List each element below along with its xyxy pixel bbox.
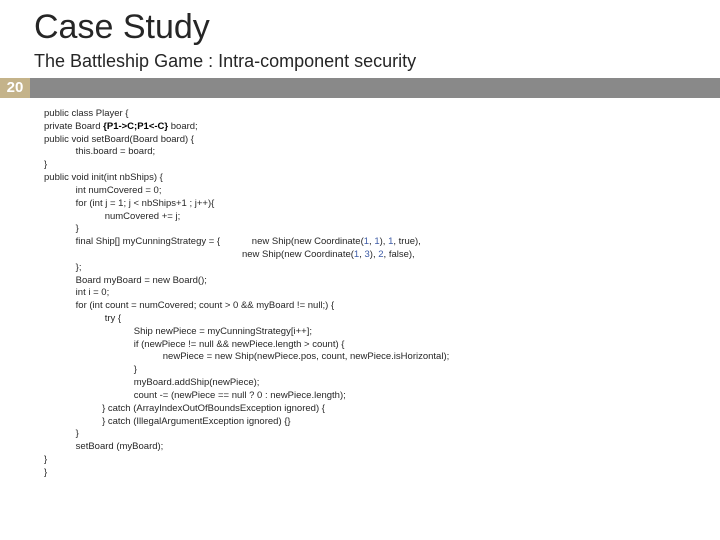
code-line: };	[44, 262, 82, 273]
code-line: }	[44, 428, 79, 439]
code-line: for (int count = numCovered; count > 0 &…	[44, 300, 334, 311]
code-line: for (int j = 1; j < nbShips+1 ; j++){	[44, 198, 214, 209]
code-line: myBoard.addShip(newPiece);	[44, 377, 259, 388]
code-line: newPiece = new Ship(newPiece.pos, count,…	[44, 351, 449, 362]
code-block: public class Player { private Board {P1-…	[0, 98, 720, 480]
code-line: , true),	[393, 236, 420, 247]
code-line: }	[44, 223, 79, 234]
code-line: try {	[44, 313, 121, 324]
code-line: int numCovered = 0;	[44, 185, 161, 196]
code-line: if (newPiece != null && newPiece.length …	[44, 339, 344, 350]
slide-title: Case Study	[0, 0, 720, 47]
code-highlight: {P1->C;P1<-C}	[103, 121, 168, 132]
code-line: public void setBoard(Board board) {	[44, 134, 194, 145]
code-line: }	[44, 467, 47, 478]
code-line: } catch (ArrayIndexOutOfBoundsException …	[44, 403, 325, 414]
code-line: final Ship[] myCunningStrategy = {	[44, 236, 220, 247]
code-line: count -= (newPiece == null ? 0 : newPiec…	[44, 390, 346, 401]
badge-bar: 20	[0, 78, 720, 98]
slide-number-badge: 20	[0, 78, 30, 98]
code-line: public void init(int nbShips) {	[44, 172, 163, 183]
code-line: }	[44, 364, 137, 375]
code-line: ),	[370, 249, 378, 260]
code-line: public class Player {	[44, 108, 128, 119]
code-line: numCovered += j;	[44, 211, 180, 222]
code-line: int i = 0;	[44, 287, 109, 298]
code-line: new Ship(new Coordinate(	[252, 236, 364, 247]
code-line: this.board = board;	[44, 146, 155, 157]
code-line: new Ship(new Coordinate(	[242, 249, 354, 260]
code-line: }	[44, 159, 47, 170]
code-line: board;	[168, 121, 198, 132]
code-line: Board myBoard = new Board();	[44, 275, 207, 286]
code-line: setBoard (myBoard);	[44, 441, 163, 452]
code-line: private Board	[44, 121, 103, 132]
slide-subtitle: The Battleship Game : Intra-component se…	[0, 47, 720, 78]
code-line: ),	[380, 236, 388, 247]
code-line: }	[44, 454, 47, 465]
code-line: Ship newPiece = myCunningStrategy[i++];	[44, 326, 312, 337]
code-line: , false),	[384, 249, 415, 260]
code-line: } catch (IllegalArgumentException ignore…	[44, 416, 291, 427]
